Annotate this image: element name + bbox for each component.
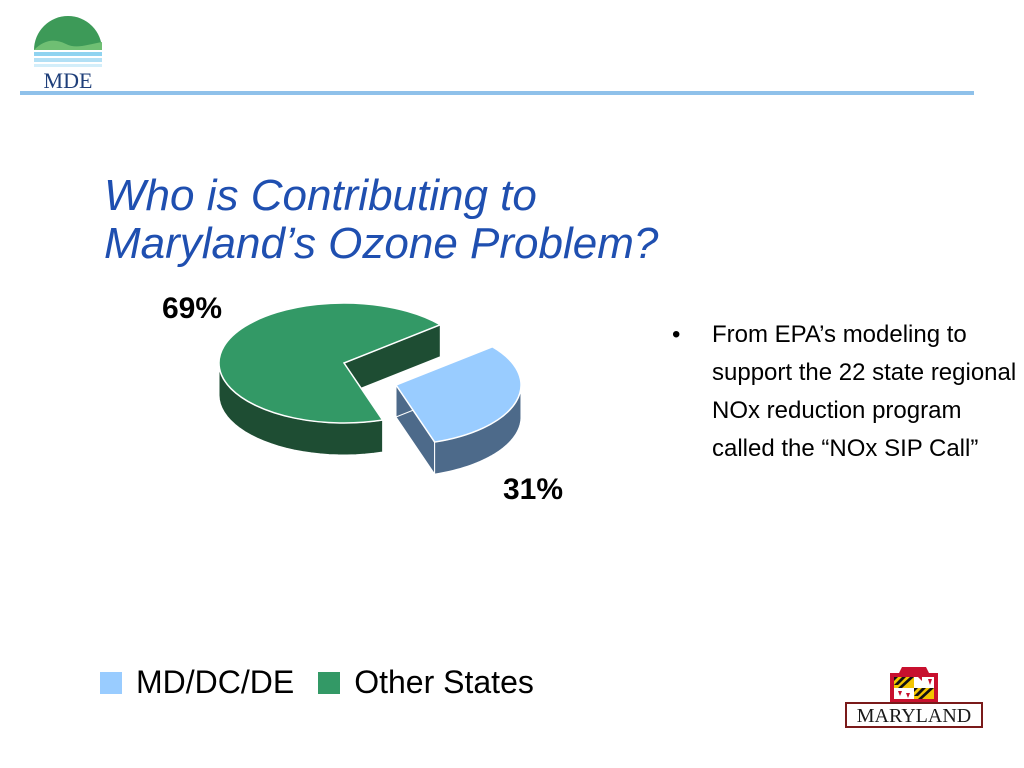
data-label-other-states: 69%	[162, 292, 223, 325]
data-label-md-dc-de: 31%	[503, 473, 564, 506]
pie-chart	[218, 302, 522, 476]
mde-logo-text: MDE	[44, 68, 93, 93]
legend-label-other-states: Other States	[354, 664, 534, 700]
mde-hills-logo-icon	[34, 16, 102, 67]
bullet-item: • From EPA’s modeling to support the 22 …	[672, 316, 1017, 468]
pie-slice-md-dc-de	[394, 345, 522, 476]
bullet-text: From EPA’s modeling to support the 22 st…	[712, 321, 1017, 462]
mde-logo: MDE	[34, 16, 102, 93]
bullet-list: • From EPA’s modeling to support the 22 …	[672, 316, 1017, 468]
legend-swatch-md-dc-de	[100, 671, 122, 694]
maryland-flag-crest-icon	[890, 667, 938, 703]
legend-swatch-other-states	[318, 671, 341, 694]
slide-title-line-2: Maryland’s Ozone Problem?	[104, 219, 659, 268]
legend-label-md-dc-de: MD/DC/DE	[136, 664, 295, 700]
slide-title-line-1: Who is Contributing to	[104, 171, 537, 220]
maryland-logo: MARYLAND	[845, 667, 983, 728]
legend-item-other-states: Other States	[318, 664, 534, 701]
legend-item-md-dc-de: MD/DC/DE	[100, 664, 294, 701]
pie-slice-other-states	[218, 302, 443, 456]
chart-legend: MD/DC/DE Other States	[100, 664, 558, 701]
maryland-logo-text: MARYLAND	[857, 705, 971, 727]
slide-title: Who is Contributing to Maryland’s Ozone …	[104, 172, 658, 268]
bullet-marker: •	[672, 321, 681, 348]
header-rule	[20, 91, 974, 95]
